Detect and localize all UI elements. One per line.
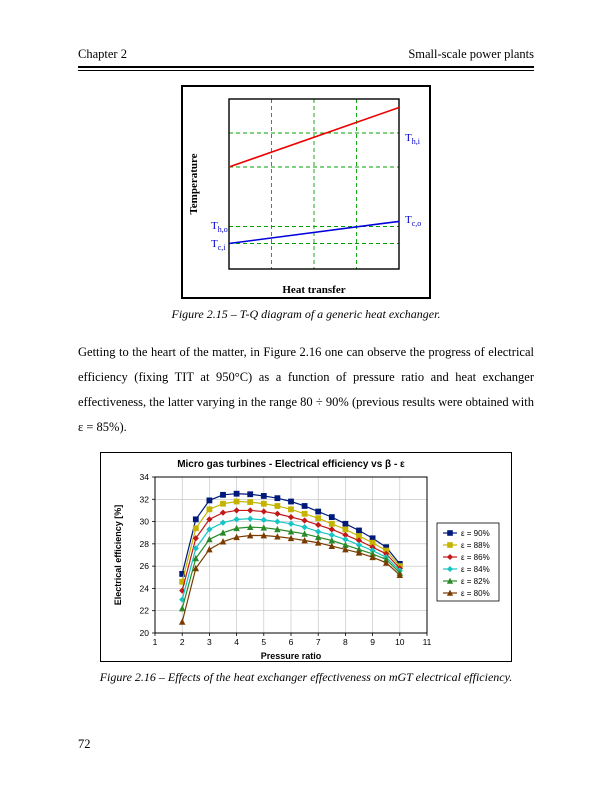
- svg-text:7: 7: [316, 637, 321, 647]
- svg-text:4: 4: [234, 637, 239, 647]
- svg-text:20: 20: [140, 628, 150, 638]
- page-number: 72: [78, 737, 91, 752]
- svg-text:Tc,i: Tc,i: [211, 238, 226, 252]
- svg-text:32: 32: [140, 494, 150, 504]
- svg-text:28: 28: [140, 539, 150, 549]
- svg-text:2: 2: [180, 637, 185, 647]
- svg-text:5: 5: [261, 637, 266, 647]
- svg-text:34: 34: [140, 472, 150, 482]
- svg-text:Tc,o: Tc,o: [405, 214, 421, 228]
- svg-text:8: 8: [343, 637, 348, 647]
- svg-text:11: 11: [423, 637, 432, 647]
- svg-text:6: 6: [289, 637, 294, 647]
- svg-text:Electrical efficiency [%]: Electrical efficiency [%]: [113, 504, 123, 605]
- efficiency-chart: Micro gas turbines - Electrical efficien…: [100, 452, 512, 662]
- svg-text:Th,o: Th,o: [211, 220, 228, 234]
- svg-text:Micro gas turbines - Electrica: Micro gas turbines - Electrical efficien…: [177, 459, 405, 470]
- fig1-caption: Figure 2.15 – T-Q diagram of a generic h…: [78, 307, 534, 322]
- svg-text:Th,i: Th,i: [405, 132, 421, 146]
- running-head-left: Chapter 2: [78, 47, 127, 62]
- svg-text:26: 26: [140, 561, 150, 571]
- svg-text:ε = 82%: ε = 82%: [461, 577, 490, 586]
- svg-text:ε = 90%: ε = 90%: [461, 529, 490, 538]
- svg-text:Pressure ratio: Pressure ratio: [261, 651, 322, 661]
- svg-text:24: 24: [140, 583, 150, 593]
- tq-diagram: Heat transfer Temperature Th,i Th,o Tc,i Tc,o: [181, 85, 431, 299]
- header-rule-thin: [78, 70, 534, 71]
- fig2-caption: Figure 2.16 – Effects of the heat exchan…: [78, 670, 534, 685]
- svg-text:30: 30: [140, 516, 150, 526]
- svg-text:3: 3: [207, 637, 212, 647]
- header-rule: [78, 66, 534, 68]
- body-paragraph: Getting to the heart of the matter, in F…: [78, 340, 534, 440]
- svg-text:9: 9: [370, 637, 375, 647]
- svg-text:1: 1: [153, 637, 158, 647]
- svg-text:ε = 86%: ε = 86%: [461, 553, 490, 562]
- running-head-right: Small-scale power plants: [408, 47, 534, 62]
- svg-text:ε = 84%: ε = 84%: [461, 565, 490, 574]
- svg-text:22: 22: [140, 605, 150, 615]
- svg-text:Heat transfer: Heat transfer: [282, 284, 345, 296]
- svg-text:ε = 88%: ε = 88%: [461, 541, 490, 550]
- svg-text:Temperature: Temperature: [188, 153, 200, 214]
- svg-text:10: 10: [395, 637, 405, 647]
- svg-text:ε = 80%: ε = 80%: [461, 589, 490, 598]
